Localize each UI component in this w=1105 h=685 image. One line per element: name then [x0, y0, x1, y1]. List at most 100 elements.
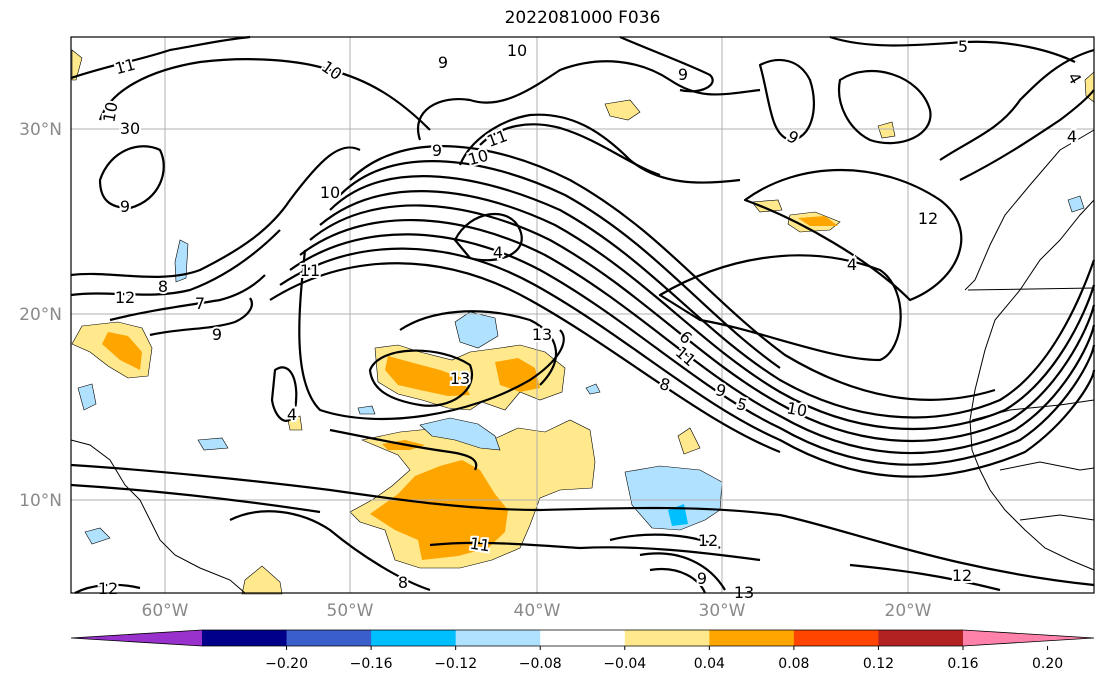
shade-yellow-8 [241, 565, 283, 595]
contour-10-nw [98, 58, 431, 131]
contour-label: 11 [113, 55, 138, 79]
shade-lightblue-2 [419, 417, 501, 451]
contour-label: 12 [98, 579, 118, 598]
lat-label-10n: 10°N [19, 491, 62, 511]
contour-jet-9 [349, 145, 996, 401]
colorbar-tick-label: −0.04 [603, 656, 646, 672]
contour-12-sw [74, 583, 141, 594]
contour-label: 10 [318, 57, 346, 84]
coastline-africa [969, 199, 1095, 571]
contour-label: 4 [493, 243, 503, 262]
colorbar-tick-label: −0.12 [434, 656, 477, 672]
contour-11-south [229, 510, 431, 592]
contour-4-east [658, 254, 902, 362]
shade-lightblue-7 [77, 383, 97, 411]
shade-yellow-5 [751, 199, 783, 213]
shade-blue-1 [668, 504, 688, 526]
map-frame [70, 36, 1095, 594]
contour-13-south [849, 563, 1001, 592]
contour-label: 9 [120, 197, 130, 216]
shade-lightblue-1 [624, 465, 723, 531]
colorbar-tick-label: 0.16 [947, 656, 978, 672]
contour-label: 4 [1067, 127, 1077, 146]
shade-orange-2 [495, 358, 540, 392]
contour-label: 9 [212, 325, 222, 344]
shade-orange-6 [102, 332, 142, 370]
shade-yellow-7 [677, 427, 701, 455]
contour-jet-1 [329, 175, 1096, 419]
contour-label: 10 [466, 146, 491, 170]
contour-9-south [639, 552, 726, 591]
contour-ne-1 [939, 48, 1095, 161]
contour-label: 11 [300, 261, 320, 280]
shade-lightblue-6 [84, 527, 111, 545]
colorbar-segment [540, 630, 626, 646]
colorbar-tick-label: 0.08 [778, 656, 809, 672]
shade-lightblue-4 [174, 239, 189, 283]
colorbar-outline [70, 629, 1095, 647]
contour-label: 12 [698, 531, 718, 550]
lon-label-20w: 20°W [885, 601, 932, 621]
shade-lightblue-8 [585, 383, 601, 395]
shade-yellow-9 [71, 49, 83, 81]
colorbar-segment [878, 630, 964, 646]
map-title: 2022081000 F036 [504, 8, 661, 28]
contour-8-south [649, 567, 707, 594]
contour-ne-loop [837, 70, 932, 145]
lat-label-30n: 30°N [19, 120, 62, 140]
contour-label: 4 [847, 255, 857, 274]
lon-label-50w: 50°W [327, 601, 374, 621]
colorbar-tick-label: 0.20 [1032, 656, 1063, 672]
contour-6-ne [758, 58, 815, 142]
contour-label: 4 [1064, 69, 1086, 87]
colorbar-segment [286, 630, 372, 646]
contour-13-center [368, 349, 473, 407]
contour-11-loop [98, 145, 165, 210]
contour-label: 30 [120, 119, 140, 138]
contour-label: 9 [432, 141, 442, 160]
contour-9-west [70, 229, 281, 297]
contour-label: 9 [438, 53, 448, 72]
shade-lightblue-10 [357, 405, 376, 415]
contour-label: 13 [532, 325, 552, 344]
contour-jet-8 [339, 160, 781, 369]
colorbar-segment [709, 630, 795, 646]
shade-orange-5 [798, 216, 838, 226]
contour-label: 12 [918, 209, 938, 228]
contour-label: 8 [158, 277, 168, 296]
coastline-caribbean [70, 439, 246, 594]
colorbar-extend-high [963, 630, 1094, 646]
contour-jet-5 [289, 233, 1096, 466]
colorbar-segment [793, 630, 879, 646]
coastline-africa-2 [964, 129, 1095, 291]
lon-label-30w: 30°W [699, 601, 746, 621]
contour-label: 7 [195, 294, 205, 313]
colorbar-tick-label: −0.20 [265, 656, 308, 672]
contour-label: 12 [952, 566, 972, 585]
border-1 [967, 287, 1095, 291]
contour-label: 9 [697, 569, 707, 588]
contour-10-west [70, 146, 361, 278]
border-4 [1019, 514, 1095, 521]
shade-lightblue-3 [454, 311, 499, 349]
contour-12-inner [399, 310, 558, 386]
contour-11-nw [70, 35, 251, 80]
contour-label: 10 [320, 183, 340, 202]
shade-lightblue-9 [1067, 195, 1085, 213]
contour-9-ne [619, 35, 714, 93]
lon-label-60w: 60°W [142, 601, 189, 621]
colorbar-segment [455, 630, 541, 646]
contour-label: 4 [287, 405, 297, 424]
shade-yellow-11 [877, 121, 896, 139]
colorbar: −0.20 −0.16 −0.12 −0.08 −0.04 0.04 0.08 0.12 0.1… [70, 629, 1095, 672]
contour-lines [70, 35, 1096, 594]
gridlines [71, 37, 1094, 593]
colorbar-segment [371, 630, 457, 646]
colorbar-segment [624, 630, 710, 646]
contour-5-ne [829, 35, 1076, 63]
contour-12-west [298, 249, 565, 420]
contour-south-1 [70, 463, 1095, 587]
colorbar-tick-label: −0.08 [519, 656, 562, 672]
contour-jet-4 [299, 218, 1096, 455]
